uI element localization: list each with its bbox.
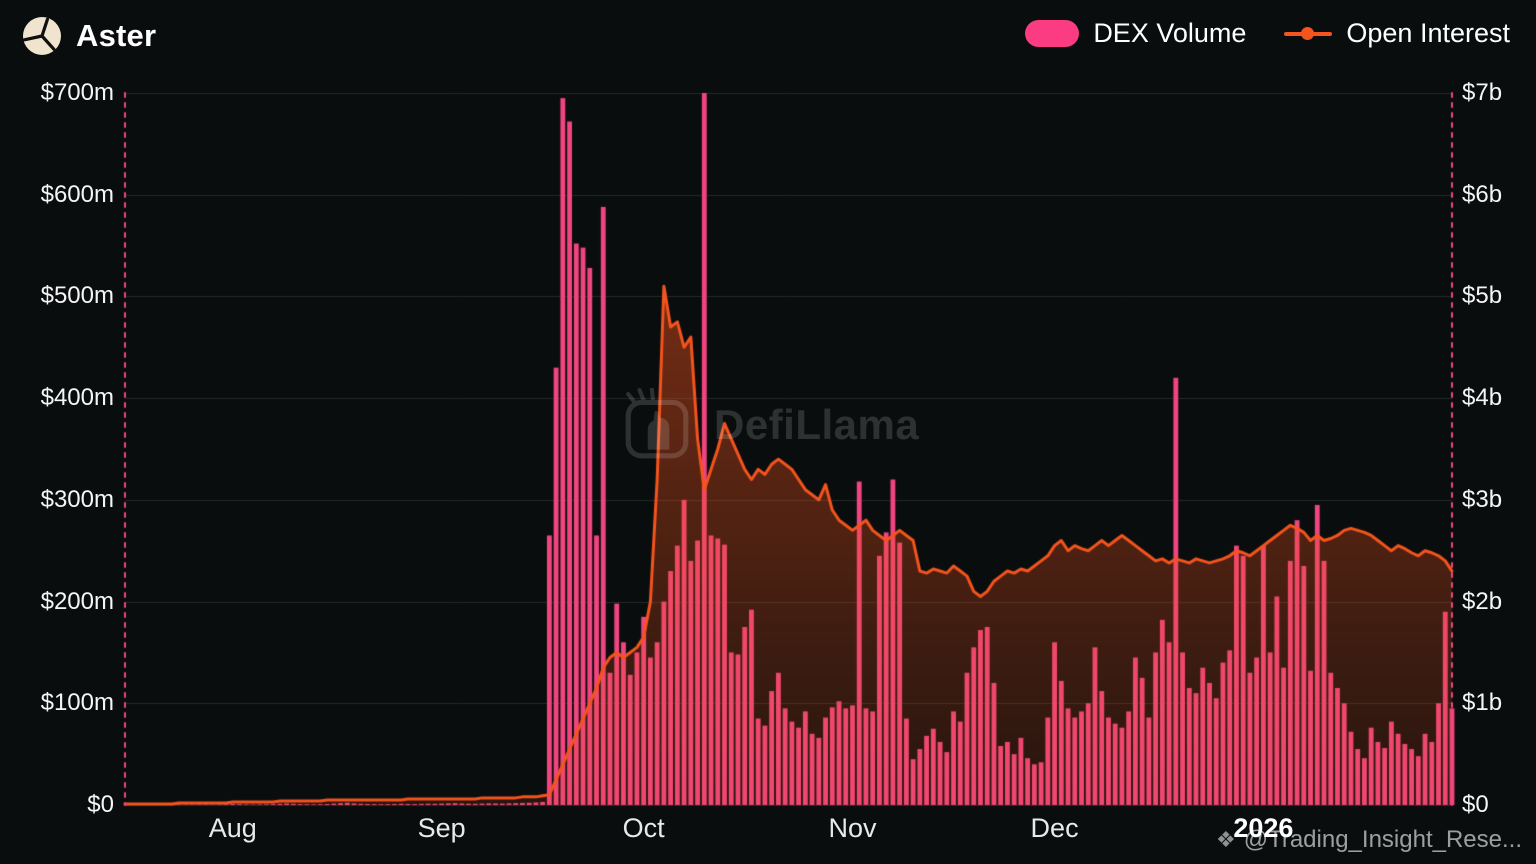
y-axis-right-tick: $5b: [1462, 282, 1503, 310]
y-axis-left-tick: $700m: [40, 79, 114, 106]
y-axis-right-tick: $0: [1462, 791, 1489, 818]
y-axis-right-tick: $1b: [1462, 689, 1503, 717]
open-interest-swatch-icon: [1284, 20, 1333, 47]
chart-legend: DEX Volume Open Interest: [1025, 18, 1510, 49]
y-axis-right-tick: $7b: [1462, 79, 1503, 106]
y-axis-left-tick: $600m: [40, 180, 114, 208]
x-axis-tick-aug: Aug: [208, 813, 257, 843]
y-axis-right-tick: $6b: [1462, 180, 1503, 208]
y-axis-left-tick: $400m: [40, 384, 114, 412]
y-axis-left-tick: $0: [87, 791, 114, 818]
x-axis-tick-nov: Nov: [828, 813, 877, 843]
y-axis-left-tick: $100m: [40, 689, 114, 717]
protocol-brand: Aster: [22, 16, 156, 56]
dex-volume-swatch-icon: [1025, 20, 1080, 47]
y-axis-left-tick: $200m: [40, 587, 114, 615]
y-axis-left-tick: $500m: [40, 282, 114, 310]
y-axis-right-tick: $2b: [1462, 587, 1503, 615]
y-axis-left-tick: $300m: [40, 485, 114, 513]
x-axis-tick-dec: Dec: [1030, 813, 1079, 843]
x-axis-tick-oct: Oct: [622, 813, 665, 843]
page-title: Aster: [76, 18, 157, 53]
legend-label: Open Interest: [1346, 18, 1510, 48]
y-axis-right-tick: $3b: [1462, 485, 1503, 513]
x-axis-tick-sep: Sep: [417, 813, 466, 843]
attribution-watermark: ❖ @Trading_Insight_Rese...: [1216, 826, 1522, 854]
y-axis-right-tick: $4b: [1462, 384, 1503, 412]
legend-item-dex-volume[interactable]: DEX Volume: [1025, 18, 1246, 49]
attribution-text: @Trading_Insight_Rese...: [1243, 826, 1522, 853]
attribution-logo-icon: ❖: [1215, 827, 1236, 852]
legend-label: DEX Volume: [1093, 18, 1247, 48]
x-axis-tick-2026: 2026: [1233, 813, 1294, 843]
legend-item-open-interest[interactable]: Open Interest: [1284, 18, 1510, 49]
aster-logo-icon: [22, 17, 61, 55]
